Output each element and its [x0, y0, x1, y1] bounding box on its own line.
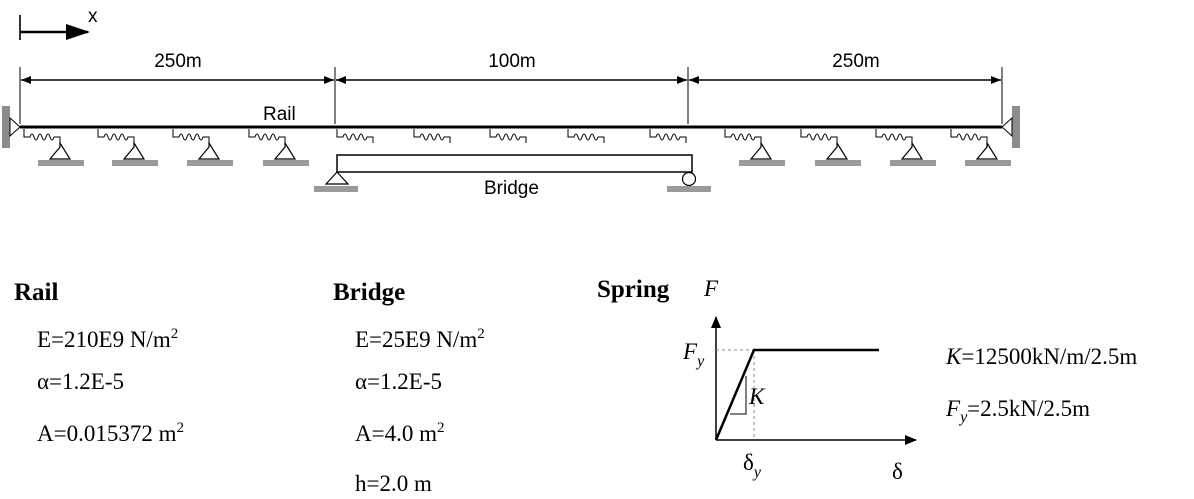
rail-label: Rail: [263, 104, 296, 125]
bridge-properties: Bridge E=25E9 N/m2 α=1.2E-5 A=4.0 m2 h=2…: [333, 279, 485, 496]
bridge-springs: [336, 128, 687, 144]
ground-springs-right: [725, 129, 1011, 166]
rail-properties: Rail E=210E9 N/m2 α=1.2E-5 A=0.015372 m2: [14, 279, 184, 446]
right-end-anchor: [1001, 106, 1020, 148]
bridge-roller-support: [667, 171, 711, 192]
rail-modulus: E=210E9 N/m2: [37, 326, 178, 352]
rail-area: A=0.015372 m2: [37, 420, 184, 446]
bridge-height: h=2.0 m: [355, 471, 432, 496]
yield-force-label: Fy: [682, 339, 705, 370]
bridge-pin-support: [314, 171, 358, 192]
rail-heading: Rail: [14, 279, 59, 306]
rail-thermal-coefficient: α=1.2E-5: [37, 369, 124, 394]
bridge-thermal-coefficient: α=1.2E-5: [355, 369, 442, 394]
bridge-deck: [336, 154, 693, 173]
x-axis-arrow: x: [19, 6, 98, 40]
bridge-area: A=4.0 m2: [355, 420, 444, 446]
x-axis-label: x: [88, 6, 98, 27]
dimension-lines: 250m 100m 250m: [19, 51, 1003, 124]
displacement-axis-label: δ: [892, 459, 903, 484]
bridge-label: Bridge: [484, 178, 539, 199]
spring-heading: Spring: [597, 276, 670, 303]
bilinear-curve: [714, 348, 879, 441]
ground-springs-left: [24, 129, 309, 166]
force-axis-label: F: [703, 276, 719, 301]
span-label-middle: 100m: [488, 51, 536, 72]
bridge-modulus: E=25E9 N/m2: [355, 326, 485, 352]
span-label-right: 250m: [832, 51, 880, 72]
spring-properties: K=12500kN/m/2.5m Fy=2.5kN/2.5m: [945, 344, 1137, 426]
bridge-heading: Bridge: [333, 279, 405, 306]
spring-stiffness-value: K=12500kN/m/2.5m: [945, 344, 1137, 369]
left-end-anchor: [2, 106, 21, 148]
yield-displacement-label: δy: [743, 450, 762, 481]
stiffness-label: K: [748, 384, 766, 409]
span-label-left: 250m: [154, 51, 202, 72]
spring-force-displacement-graph: F δ K Fy δy: [682, 276, 917, 484]
spring-yield-force-value: Fy=2.5kN/2.5m: [945, 396, 1090, 426]
